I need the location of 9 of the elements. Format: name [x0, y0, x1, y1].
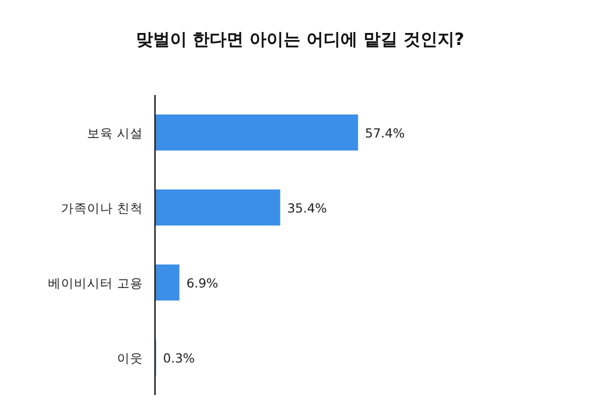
data-label: 57.4% — [365, 126, 405, 140]
data-label: 35.4% — [287, 200, 328, 216]
data-label: 0.3% — [163, 350, 195, 366]
data-label: 6.9% — [186, 276, 218, 290]
y-tick-label: 보육 시설 — [87, 126, 143, 140]
y-tick-label: 베이비시터 고용 — [48, 276, 143, 290]
y-tick-label: 이웃 — [117, 350, 143, 366]
y-tick-label: 가족이나 친척 — [61, 200, 143, 216]
chart-title: 맞벌이 한다면 아이는 어디에 맡길 것인지? — [136, 30, 464, 50]
